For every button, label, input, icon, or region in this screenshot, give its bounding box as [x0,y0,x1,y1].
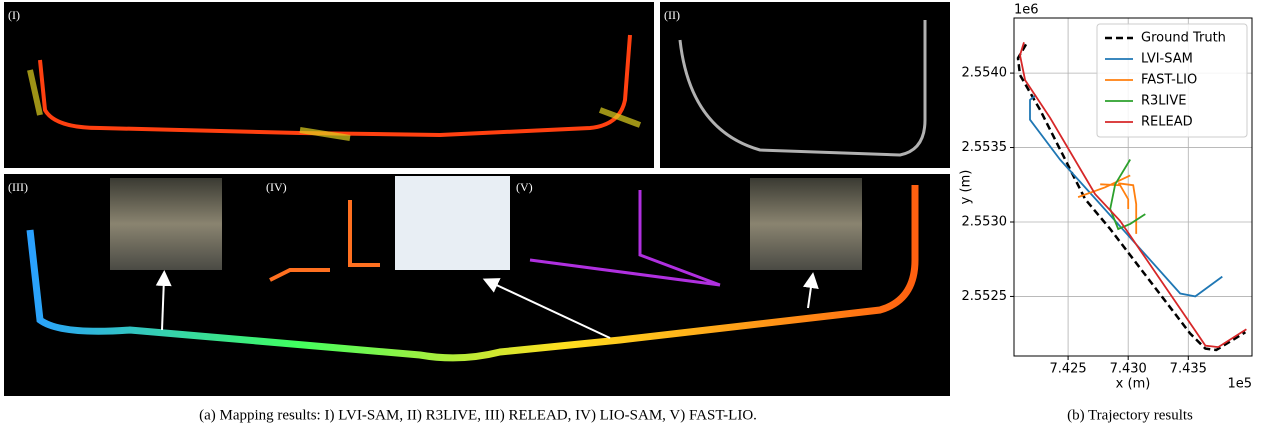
panel-label: (V) [516,180,533,194]
legend-label: Ground Truth [1141,31,1226,46]
y-tick-label: 2.5525 [962,289,1008,304]
camera-inset [750,178,862,270]
camera-inset [395,176,510,270]
caption: (a) Mapping results: I) LVI-SAM, II) R3L… [199,407,757,423]
x-tick-label: 7.425 [1049,362,1086,377]
x-tick-label: 7.430 [1110,362,1147,377]
figure: (I) (II) (III) (IV) (V) (a) Mapping resu… [0,0,1266,432]
map-panel [4,2,654,168]
legend-label: R3LIVE [1141,94,1187,109]
panel-label: (IV) [266,180,287,194]
x-offset-label: 1e5 [1227,377,1252,392]
map-panel [660,2,950,168]
legend-label: RELEAD [1141,115,1193,130]
legend-label: FAST-LIO [1141,73,1197,88]
y-offset-label: 1e6 [1014,3,1039,18]
y-tick-label: 2.5530 [962,214,1008,229]
x-axis-label: x (m) [1116,377,1151,392]
x-tick-label: 7.435 [1170,362,1207,377]
y-tick-label: 2.5535 [962,140,1008,155]
y-tick-label: 2.5540 [962,66,1008,81]
panel-label: (II) [664,8,680,22]
panel-label: (III) [8,180,28,194]
caption: (b) Trajectory results [1067,407,1193,423]
legend-label: LVI-SAM [1141,52,1193,67]
panel-label: (I) [8,8,20,22]
camera-inset [110,178,222,270]
y-axis-label: y (m) [959,170,974,205]
